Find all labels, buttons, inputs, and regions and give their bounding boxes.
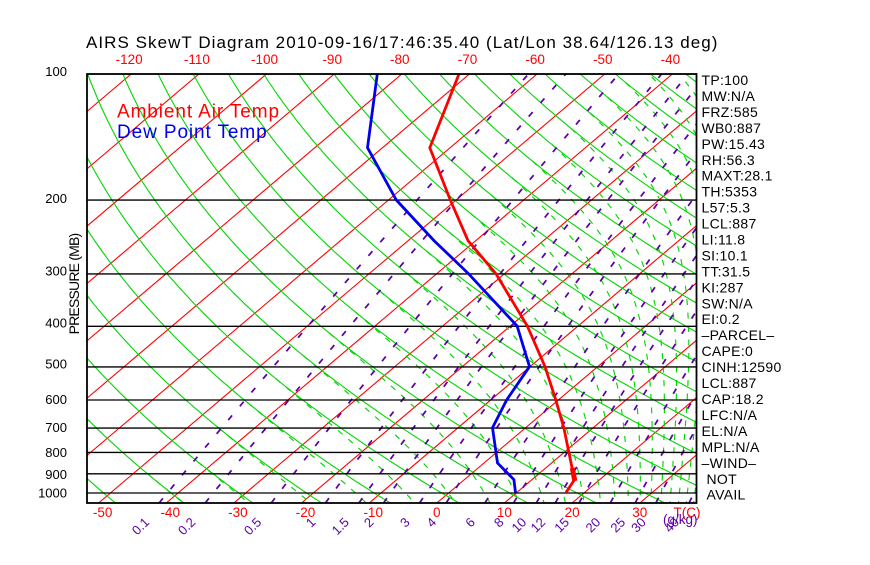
- svg-text:NOT: NOT: [707, 471, 738, 487]
- svg-text:-90: -90: [322, 52, 342, 67]
- svg-text:FRZ:585: FRZ:585: [702, 104, 759, 120]
- svg-text:-20: -20: [296, 505, 316, 520]
- svg-text:-30: -30: [228, 505, 248, 520]
- svg-text:600: 600: [45, 392, 67, 407]
- svg-text:AVAIL: AVAIL: [707, 487, 746, 503]
- svg-text:EI:0.2: EI:0.2: [702, 311, 740, 327]
- svg-text:-40: -40: [160, 505, 180, 520]
- svg-text:LCL:887: LCL:887: [702, 216, 757, 232]
- svg-text:EL:N/A: EL:N/A: [702, 423, 749, 439]
- svg-text:-50: -50: [93, 505, 113, 520]
- svg-text:900: 900: [45, 467, 67, 482]
- svg-text:KI:287: KI:287: [702, 279, 744, 295]
- svg-text:500: 500: [45, 357, 67, 372]
- svg-text:700: 700: [45, 420, 67, 435]
- svg-text:TP:100: TP:100: [702, 72, 749, 88]
- svg-text:(g/kg): (g/kg): [663, 512, 698, 527]
- svg-text:100: 100: [45, 64, 67, 79]
- svg-text:SW:N/A: SW:N/A: [702, 295, 754, 311]
- svg-text:PW:15.43: PW:15.43: [702, 136, 766, 152]
- svg-text:-40: -40: [661, 52, 681, 67]
- svg-text:0: 0: [433, 505, 441, 520]
- svg-text:300: 300: [45, 264, 67, 279]
- svg-text:LCL:887: LCL:887: [702, 375, 757, 391]
- svg-text:Ambient Air Temp: Ambient Air Temp: [117, 102, 280, 123]
- svg-text:L57:5.3: L57:5.3: [702, 200, 751, 216]
- svg-text:LI:11.8: LI:11.8: [702, 232, 746, 248]
- svg-text:MW:N/A: MW:N/A: [702, 88, 756, 104]
- svg-text:200: 200: [45, 191, 67, 206]
- svg-text:TT:31.5: TT:31.5: [702, 263, 751, 279]
- svg-text:CAPE:0: CAPE:0: [702, 343, 754, 359]
- svg-text:-10: -10: [363, 505, 383, 520]
- svg-text:400: 400: [45, 316, 67, 331]
- svg-text:–PARCEL–: –PARCEL–: [702, 327, 775, 343]
- svg-text:30: 30: [632, 505, 647, 520]
- svg-text:-80: -80: [390, 52, 410, 67]
- svg-text:WB0:887: WB0:887: [702, 120, 762, 136]
- svg-text:MPL:N/A: MPL:N/A: [702, 439, 760, 455]
- svg-text:-70: -70: [458, 52, 478, 67]
- svg-text:AIRS SkewT Diagram 2010-09-16/: AIRS SkewT Diagram 2010-09-16/17:46:35.4…: [86, 33, 718, 52]
- svg-text:PRESSURE (MB): PRESSURE (MB): [66, 233, 82, 334]
- svg-text:-110: -110: [184, 52, 210, 67]
- svg-text:T(C): T(C): [674, 505, 701, 520]
- svg-text:-100: -100: [251, 52, 278, 67]
- svg-text:CINH:12590: CINH:12590: [702, 359, 782, 375]
- svg-text:LFC:N/A: LFC:N/A: [702, 407, 758, 423]
- svg-text:MAXT:28.1: MAXT:28.1: [702, 168, 773, 184]
- svg-text:800: 800: [45, 445, 67, 460]
- svg-text:-60: -60: [525, 52, 545, 67]
- svg-text:–WIND–: –WIND–: [702, 455, 757, 471]
- svg-text:SI:10.1: SI:10.1: [702, 247, 748, 263]
- svg-text:-50: -50: [593, 52, 613, 67]
- svg-text:RH:56.3: RH:56.3: [702, 152, 755, 168]
- svg-text:-120: -120: [116, 52, 143, 67]
- svg-text:TH:5353: TH:5353: [702, 184, 758, 200]
- svg-text:Dew Point Temp: Dew Point Temp: [117, 122, 268, 143]
- svg-text:CAP:18.2: CAP:18.2: [702, 391, 764, 407]
- svg-text:10: 10: [497, 505, 512, 520]
- svg-text:1000: 1000: [38, 485, 67, 500]
- svg-text:20: 20: [565, 505, 580, 520]
